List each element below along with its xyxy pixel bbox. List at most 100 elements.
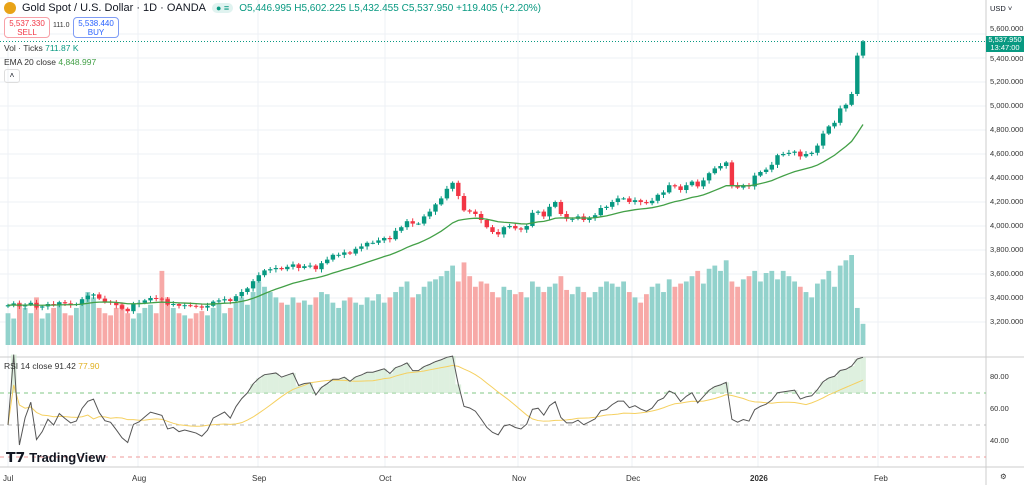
rsi-overbought-fill — [347, 381, 353, 393]
candle-body — [233, 296, 239, 301]
rsi-overbought-fill — [831, 376, 838, 393]
volume-bar — [632, 297, 638, 345]
volume-bar — [552, 283, 558, 345]
candle-body — [843, 104, 849, 109]
candle-body — [695, 181, 700, 187]
rsi-overbought-fill — [404, 362, 410, 393]
settings-gear-icon[interactable]: ⚙ — [1000, 472, 1007, 481]
candle-body — [342, 252, 347, 255]
rsi-line — [7, 354, 864, 446]
tradingview-watermark[interactable]: 𝗧𝟳 TradingView — [6, 449, 106, 465]
volume-bar — [113, 307, 119, 345]
candle-body — [364, 242, 370, 247]
volume-bar — [609, 283, 615, 345]
rsi-overbought-fill — [825, 377, 832, 393]
rsi-overbought-fill — [848, 366, 855, 393]
candle-body — [661, 192, 666, 195]
rsi-tick: 60.00 — [990, 404, 1009, 413]
rsi-tick: 80.00 — [990, 372, 1009, 381]
candle-body — [40, 306, 45, 308]
candle-body — [421, 216, 427, 224]
volume-bar — [706, 268, 712, 345]
volume-bar — [176, 313, 182, 345]
volume-bar — [34, 297, 39, 345]
candle-body — [809, 152, 814, 154]
candle-body — [604, 206, 609, 208]
candle-body — [370, 242, 375, 244]
volume-bar — [165, 297, 170, 345]
candle-body — [638, 200, 643, 202]
volume-bar — [592, 292, 598, 345]
rsi-legend[interactable]: RSI 14 close 91.42 77.90 — [4, 361, 100, 371]
symbol-title[interactable]: Gold Spot / U.S. Dollar · 1D · OANDA — [22, 2, 206, 14]
rsi-overbought-fill — [421, 366, 427, 393]
candle-body — [706, 173, 712, 181]
volume-bar — [467, 276, 473, 345]
time-tick: Dec — [626, 474, 641, 483]
volume-bar — [604, 281, 609, 345]
volume-bar — [79, 302, 85, 345]
volume-bar — [11, 318, 17, 345]
volume-bar — [512, 294, 518, 345]
candle-body — [439, 198, 444, 205]
candle-body — [239, 292, 244, 297]
rsi-overbought-fill — [837, 370, 844, 393]
candle-body — [792, 151, 797, 153]
volume-bar — [131, 318, 136, 345]
volume-bar — [102, 313, 108, 345]
volume-bar — [62, 313, 68, 345]
currency-selector[interactable]: USD ˅ — [990, 4, 1013, 13]
price-tick: 4,400.000 — [990, 173, 1024, 182]
buy-button[interactable]: 5,538.440 BUY — [73, 17, 119, 38]
rsi-overbought-fill — [438, 359, 445, 393]
volume-bar — [598, 286, 604, 345]
candle-body — [285, 266, 290, 270]
volume-bar — [758, 281, 763, 345]
rsi-overbought-fill — [369, 372, 376, 393]
candle-body — [484, 220, 489, 228]
volume-bar — [193, 313, 199, 345]
candle-body — [724, 162, 729, 166]
volume-bar — [746, 276, 752, 345]
market-status-icon[interactable]: ● ≡ — [212, 3, 234, 13]
rsi-overbought-fill — [706, 390, 712, 393]
sell-button[interactable]: 5,537.330 SELL — [4, 17, 50, 38]
volume-bar — [621, 281, 626, 345]
volume-legend[interactable]: Vol · Ticks 711.87 K — [4, 43, 79, 53]
candle-body — [587, 217, 592, 220]
volume-bar — [279, 302, 284, 345]
candle-body — [382, 238, 387, 241]
volume-bar — [227, 307, 233, 345]
volume-bar — [290, 297, 296, 345]
volume-bar — [96, 307, 102, 345]
price-tick: 3,800.000 — [990, 245, 1024, 254]
volume-bar — [205, 315, 210, 345]
candle-body — [353, 248, 358, 254]
volume-bar — [125, 313, 131, 345]
symbol-header: Gold Spot / U.S. Dollar · 1D · OANDA ● ≡… — [4, 2, 541, 14]
collapse-legend-button[interactable]: ˄ — [4, 69, 20, 83]
volume-bar — [763, 273, 769, 345]
volume-bar — [199, 311, 205, 345]
volume-bar — [837, 265, 843, 345]
candle-body — [119, 305, 125, 309]
volume-bar — [740, 279, 746, 345]
volume-bar — [826, 270, 832, 345]
candle-body — [102, 298, 108, 302]
volume-bar — [56, 302, 62, 345]
candle-body — [387, 238, 393, 240]
volume-bar — [136, 313, 142, 345]
candle-body — [250, 281, 256, 289]
volume-bar — [683, 281, 689, 345]
rsi-overbought-fill — [444, 357, 450, 393]
ema-legend[interactable]: EMA 20 close 4,848.997 — [4, 57, 97, 67]
rsi-overbought-fill — [301, 383, 308, 393]
candle-body — [815, 145, 820, 153]
candle-body — [28, 302, 33, 305]
candle-body — [142, 300, 147, 303]
candle-body — [444, 188, 450, 199]
candle-body — [125, 308, 130, 312]
candle-body — [490, 227, 495, 232]
candle-body — [496, 232, 501, 235]
